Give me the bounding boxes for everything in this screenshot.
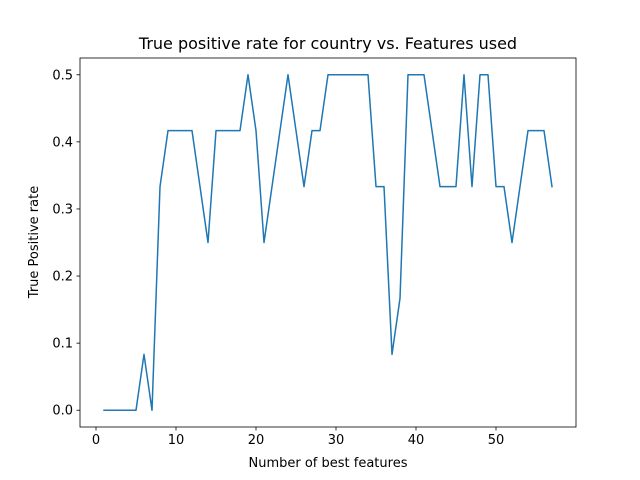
y-tick-label: 0.4 (52, 135, 73, 150)
y-axis-title: True Positive rate (27, 186, 42, 299)
x-tick-label: 0 (92, 433, 100, 448)
y-tick-label: 0.0 (52, 404, 73, 419)
chart-title: True positive rate for country vs. Featu… (138, 34, 517, 53)
y-tick-label: 0.5 (52, 68, 73, 83)
plot-area: 0 10 20 30 40 50 0.0 0.1 0.2 0.3 0.4 0.5 (52, 57, 577, 448)
x-axis-title: Number of best features (249, 456, 408, 471)
x-tick-label: 20 (248, 433, 265, 448)
x-tick-label: 30 (328, 433, 345, 448)
y-tick-label: 0.3 (52, 202, 73, 217)
x-tick-label: 10 (168, 433, 185, 448)
series-line-0 (103, 74, 553, 411)
y-tick-label: 0.2 (52, 270, 73, 285)
x-tick-label: 50 (488, 433, 505, 448)
y-tick-label: 0.1 (52, 337, 73, 352)
axes-frame (79, 57, 577, 428)
x-tick-label: 40 (408, 433, 425, 448)
